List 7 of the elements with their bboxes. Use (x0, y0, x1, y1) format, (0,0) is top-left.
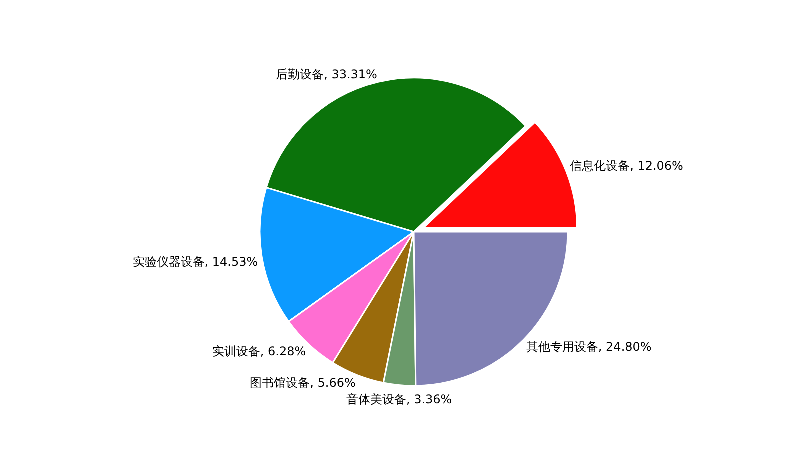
slice-label: 音体美设备, 3.36% (346, 392, 452, 406)
slice-label: 图书馆设备, 5.66% (250, 376, 356, 390)
slice-label: 实训设备, 6.28% (212, 344, 306, 358)
slice-label: 其他专用设备, 24.80% (526, 340, 652, 354)
slice-label: 信息化设备, 12.06% (570, 158, 684, 173)
slice-label: 实验仪器设备, 14.53% (132, 255, 258, 270)
slice-label: 后勤设备, 33.31% (276, 67, 378, 82)
